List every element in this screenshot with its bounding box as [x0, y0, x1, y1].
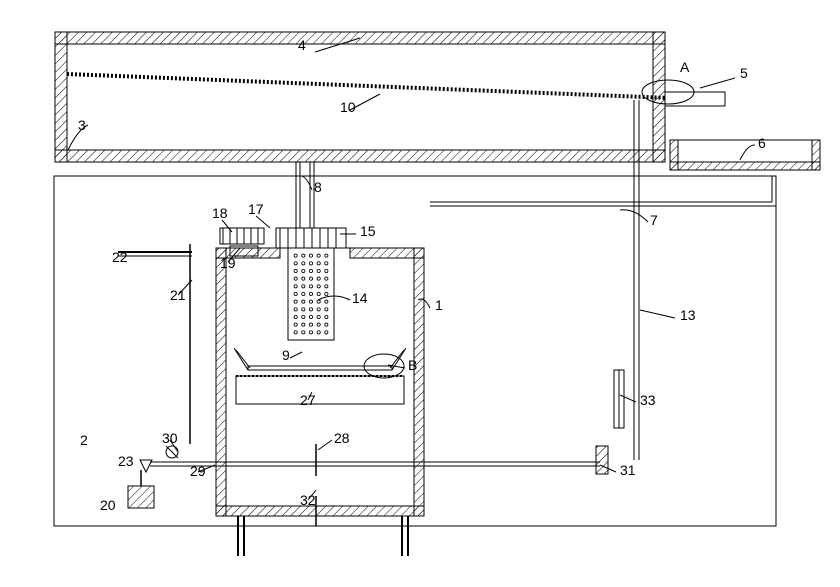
label-9: 9 [282, 347, 290, 363]
label-18: 18 [212, 205, 228, 221]
label-17: 17 [248, 201, 264, 217]
diagram-root: 4 A 5 3 10 6 8 17 18 15 7 22 19 21 14 1 13 9 B 27 33 2 30 28 23 2… [54, 32, 820, 556]
label-32: 32 [300, 492, 316, 508]
label-15: 15 [360, 223, 376, 239]
leader-n5 [700, 78, 735, 88]
label-23: 23 [118, 453, 134, 469]
label-B: B [408, 357, 417, 373]
label-21: 21 [170, 287, 186, 303]
label-8: 8 [314, 179, 322, 195]
label-28: 28 [334, 430, 350, 446]
label-29: 29 [190, 463, 206, 479]
label-33: 33 [640, 392, 656, 408]
leader-n9 [290, 352, 302, 358]
label-27: 27 [300, 392, 316, 408]
leader-n17 [256, 216, 270, 228]
label-10: 10 [340, 99, 356, 115]
label-22: 22 [112, 249, 128, 265]
label-1: 1 [435, 297, 443, 313]
label-30: 30 [162, 430, 178, 446]
leader-n6 [740, 145, 755, 160]
label-6: 6 [758, 135, 766, 151]
leader-n13 [640, 310, 675, 318]
label-4: 4 [298, 37, 306, 53]
label-5: 5 [740, 65, 748, 81]
label-A: A [680, 59, 690, 75]
label-3: 3 [78, 117, 86, 133]
label-14: 14 [352, 290, 368, 306]
label-13: 13 [680, 307, 696, 323]
label-19: 19 [220, 255, 236, 271]
label-31: 31 [620, 462, 636, 478]
label-2: 2 [80, 432, 88, 448]
label-20: 20 [100, 497, 116, 513]
slope-conveyor [67, 74, 720, 100]
label-7: 7 [650, 212, 658, 228]
leader-n28 [318, 440, 332, 450]
